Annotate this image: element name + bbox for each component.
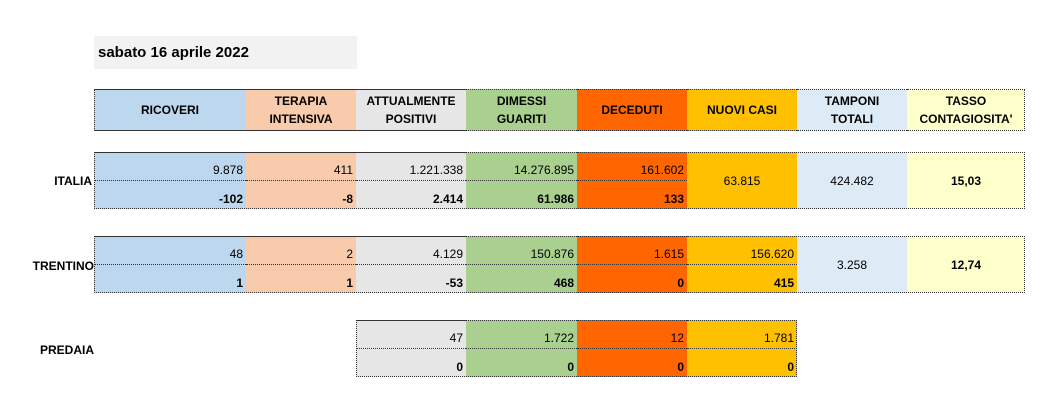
- header-deceduti: DECEDUTI: [577, 89, 687, 131]
- trentino-positivi-delta: -53: [356, 264, 466, 293]
- italia-ricoveri-total: 9.878: [94, 152, 246, 180]
- italia-positivi-total: 1.221.338: [356, 152, 466, 180]
- italia-ricoveri-delta: -102: [94, 180, 246, 209]
- row-label-predaia: PREDAIA: [39, 343, 94, 357]
- header-tasso-contagiosita: TASSO CONTAGIOSITA': [907, 89, 1025, 131]
- header-terapia-intensiva: TERAPIA INTENSIVA: [246, 89, 356, 131]
- row-label-trentino: TRENTINO: [32, 259, 94, 273]
- italia-terapia-delta: -8: [246, 180, 356, 209]
- predaia-guariti-delta: 0: [466, 348, 577, 377]
- date-label: sabato 16 aprile 2022: [94, 36, 357, 69]
- italia-tasso-contagiosita: 15,03: [907, 152, 1025, 209]
- header-border: [94, 89, 1025, 131]
- row-label-italia: ITALIA: [54, 174, 92, 188]
- header-attualmente-positivi: ATTUALMENTE POSITIVI: [356, 89, 466, 131]
- trentino-ricoveri-delta: 1: [94, 264, 246, 293]
- trentino-tamponi-totali: 3.258: [797, 236, 907, 293]
- italia-deceduti-delta: 133: [577, 180, 687, 209]
- predaia-deceduti-delta: 0: [577, 348, 687, 377]
- italia-tamponi-totali: 424.482: [797, 152, 907, 209]
- italia-terapia-total: 411: [246, 152, 356, 180]
- italia-positivi-delta: 2.414: [356, 180, 466, 209]
- trentino-guariti-delta: 468: [466, 264, 577, 293]
- predaia-nuovi-casi-delta: 0: [687, 348, 797, 377]
- trentino-guariti-total: 150.876: [466, 236, 577, 264]
- trentino-tasso-contagiosita: 12,74: [907, 236, 1025, 293]
- predaia-block-border: [356, 320, 797, 377]
- header-tamponi-totali: TAMPONI TOTALI: [797, 89, 907, 131]
- italia-nuovi-casi: 63.815: [687, 152, 797, 209]
- trentino-block-border: [94, 236, 1025, 293]
- predaia-positivi-delta: 0: [356, 348, 466, 377]
- italia-guariti-delta: 61.986: [466, 180, 577, 209]
- italia-deceduti-total: 161.602: [577, 152, 687, 180]
- trentino-positivi-total: 4.129: [356, 236, 466, 264]
- trentino-nuovi-casi-delta: 415: [687, 264, 797, 293]
- italia-guariti-total: 14.276.895: [466, 152, 577, 180]
- italia-block-border: [94, 152, 1025, 209]
- trentino-deceduti-delta: 0: [577, 264, 687, 293]
- trentino-terapia-delta: 1: [246, 264, 356, 293]
- header-nuovi-casi: NUOVI CASI: [687, 89, 797, 131]
- header-ricoveri: RICOVERI: [94, 89, 246, 131]
